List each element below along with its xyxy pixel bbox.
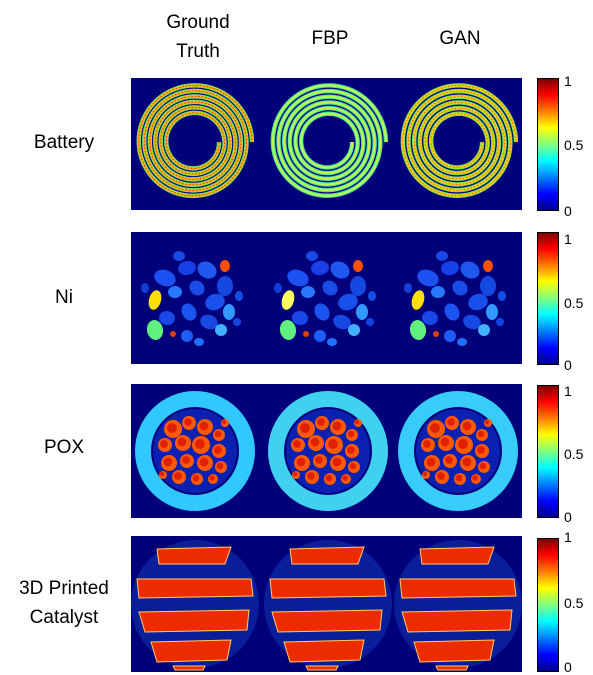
colorbar-tick-1: 1 [564, 231, 572, 247]
row-label-3d-printed-catalyst: 3D Printed Catalyst [4, 574, 124, 632]
colorbar-tick-0.5: 0.5 [564, 137, 584, 153]
colorbar-tick-0: 0 [564, 357, 572, 373]
colorbar-tick-0: 0 [564, 509, 572, 525]
ni-particles-image [131, 232, 522, 364]
row-label-text: 3D Printed Catalyst [19, 578, 109, 628]
colorbar-tick-0.5: 0.5 [564, 446, 584, 462]
row-label-battery: Battery [0, 128, 128, 157]
colorbar-tick-1: 1 [564, 529, 572, 545]
colorbar-tick-0: 0 [564, 203, 572, 219]
row-label-pox: POX [0, 433, 128, 462]
colorbar-tick-0.5: 0.5 [564, 595, 584, 611]
pox-catalyst-image [131, 384, 522, 518]
row-label-text: POX [43, 437, 85, 458]
row-label-text: Ni [55, 287, 73, 308]
panel-3d-printed-catalyst [131, 536, 522, 672]
colorbar-3d-printed-catalyst [537, 538, 559, 672]
battery-spiral-image [131, 78, 522, 210]
column-header-fbp: FBP [290, 24, 370, 53]
column-header-text: Ground Truth [166, 12, 230, 62]
column-header-gan: GAN [420, 24, 500, 53]
column-header-text: GAN [439, 28, 481, 49]
colorbar-ni [537, 232, 559, 365]
printed-catalyst-image [131, 536, 522, 672]
colorbar-tick-1: 1 [564, 73, 572, 89]
panel-ni [131, 232, 522, 364]
row-label-ni: Ni [0, 283, 128, 312]
colorbar-battery [537, 78, 559, 211]
colorbar-tick-0.5: 0.5 [564, 295, 584, 311]
column-header-ground-truth: Ground Truth [148, 8, 248, 66]
panel-pox [131, 384, 522, 518]
row-label-text: Battery [33, 132, 95, 153]
panel-battery [131, 78, 522, 210]
colorbar-tick-1: 1 [564, 383, 572, 399]
column-header-text: FBP [311, 28, 349, 49]
colorbar-pox [537, 385, 559, 518]
colorbar-tick-0: 0 [564, 659, 572, 675]
